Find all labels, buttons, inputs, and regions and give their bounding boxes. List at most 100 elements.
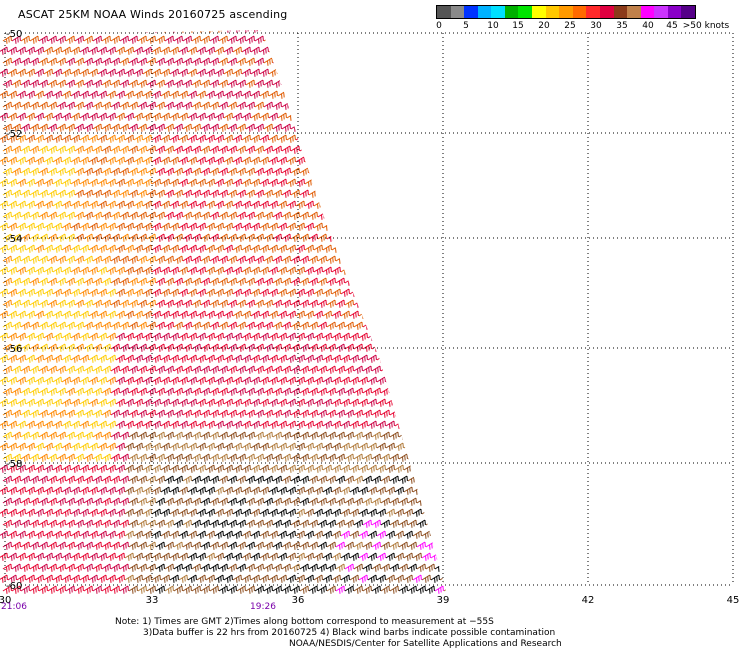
wind-barb — [182, 409, 192, 418]
wind-barb — [299, 79, 309, 88]
wind-barb — [218, 431, 228, 440]
wind-barb — [218, 585, 228, 594]
wind-barb — [453, 256, 462, 264]
wind-barb — [245, 519, 255, 528]
wind-barb — [133, 442, 143, 451]
wind-barb — [124, 156, 134, 165]
wind-barb — [376, 574, 386, 583]
wind-barb — [394, 464, 404, 473]
wind-barb — [443, 123, 448, 132]
wind-barb — [16, 288, 26, 297]
wind-barb — [331, 244, 341, 253]
wind-barb — [434, 563, 444, 572]
wind-barb — [164, 299, 174, 308]
wind-barb — [25, 244, 35, 253]
wind-barb — [304, 574, 314, 583]
wind-barb — [317, 365, 327, 374]
wind-barb — [349, 46, 359, 55]
wind-barb — [317, 145, 327, 154]
wind-barb — [124, 376, 134, 385]
wind-barb — [335, 453, 345, 462]
wind-barb — [151, 398, 161, 407]
wind-barb — [88, 200, 98, 209]
wind-barb — [344, 57, 354, 66]
wind-barb — [453, 542, 462, 550]
wind-barb — [236, 57, 246, 66]
wind-barb — [295, 420, 305, 429]
wind-barb — [47, 35, 57, 44]
wind-barb — [281, 189, 291, 198]
wind-barb — [281, 409, 291, 418]
wind-barb — [331, 46, 341, 55]
wind-barb — [83, 475, 93, 484]
wind-barb — [200, 101, 210, 110]
wind-barb — [326, 79, 336, 88]
wind-barb — [214, 574, 224, 583]
wind-barb — [326, 387, 336, 396]
wind-barb — [398, 343, 408, 352]
wind-barb — [439, 354, 448, 363]
wind-barb — [209, 167, 219, 176]
wind-barb — [29, 35, 39, 44]
wind-barb — [299, 211, 309, 220]
wind-barb — [430, 46, 440, 55]
wind-barb — [200, 299, 210, 308]
wind-barb — [398, 431, 408, 440]
wind-barb — [449, 135, 458, 143]
wind-barb — [70, 156, 80, 165]
wind-barb — [146, 79, 156, 88]
wind-barb — [155, 35, 165, 44]
wind-barb — [371, 255, 381, 264]
wind-barb — [385, 486, 395, 495]
wind-barb — [358, 332, 368, 341]
wind-barb — [295, 244, 305, 253]
wind-barb — [61, 442, 71, 451]
wind-barb — [47, 167, 57, 176]
wind-barb — [308, 343, 318, 352]
wind-barb — [281, 387, 291, 396]
wind-barb — [385, 68, 395, 77]
wind-barb — [205, 244, 215, 253]
wind-barb — [209, 35, 219, 44]
wind-barb — [38, 167, 48, 176]
wind-barb — [0, 420, 8, 429]
wind-barb — [146, 299, 156, 308]
wind-barb — [227, 79, 237, 88]
wind-barb — [43, 244, 53, 253]
wind-barb — [232, 222, 242, 231]
wind-barb — [178, 30, 188, 33]
wind-barb — [434, 167, 444, 176]
wind-barb — [20, 343, 30, 352]
wind-barb — [151, 354, 161, 363]
wind-barb — [115, 244, 125, 253]
wind-barb — [380, 409, 390, 418]
wind-barb — [313, 508, 323, 517]
wind-barb — [412, 266, 422, 275]
wind-barb — [340, 46, 350, 55]
wind-barb — [236, 409, 246, 418]
wind-barb — [259, 156, 269, 165]
wind-barb — [7, 574, 17, 583]
wind-barb — [209, 541, 219, 550]
wind-barb — [412, 508, 422, 517]
wind-barb — [124, 112, 134, 121]
wind-barb — [115, 200, 125, 209]
wind-barb — [38, 453, 48, 462]
wind-barb — [412, 442, 422, 451]
wind-barb — [434, 343, 444, 352]
wind-barb — [38, 233, 48, 242]
wind-barb — [385, 398, 395, 407]
wind-barb — [295, 354, 305, 363]
wind-barb — [97, 90, 107, 99]
wind-barb — [61, 552, 71, 561]
wind-barb — [263, 431, 273, 440]
wind-barb — [128, 299, 138, 308]
wind-barb — [20, 365, 30, 374]
wind-barb — [308, 189, 318, 198]
wind-barb — [182, 585, 192, 594]
wind-barb — [101, 365, 111, 374]
wind-barb — [340, 310, 350, 319]
wind-barb — [317, 167, 327, 176]
wind-barb — [277, 552, 287, 561]
wind-barb — [322, 464, 332, 473]
